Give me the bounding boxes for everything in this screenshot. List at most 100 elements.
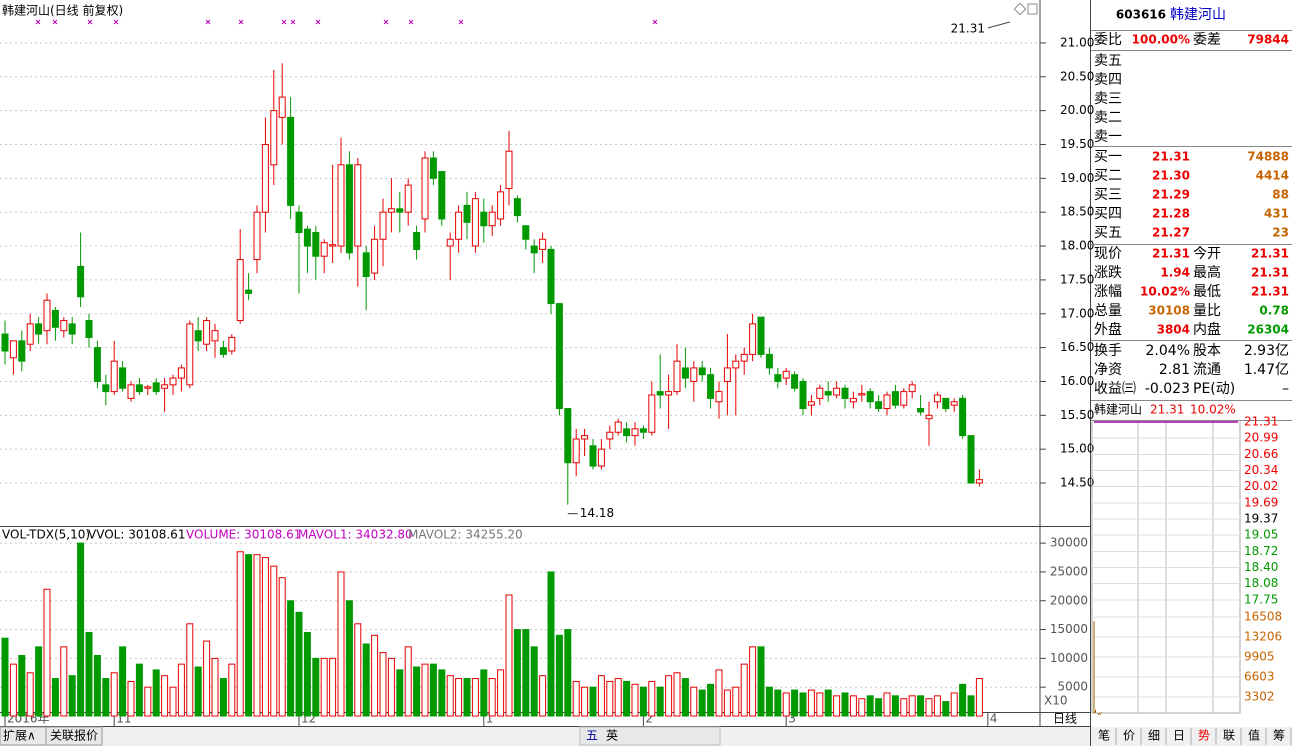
candle-body [337,164,345,247]
y-tick-label: 15000 [1050,622,1088,636]
quote-label: 今开 [1193,246,1221,262]
volume-bar [732,686,740,717]
candle-body [505,150,513,189]
candle-body [522,225,530,240]
quote-value: 23 [1272,226,1289,240]
chart-title: 韩建河山(日线 前复权) [2,3,123,18]
candle-body [119,367,127,389]
volume-bar [782,692,790,717]
candle-body [900,391,908,406]
candle-body [581,435,589,440]
button[interactable]: 日线 [1053,712,1077,726]
volume-bar [102,678,110,717]
y-tick-label: 21.00 [1060,35,1094,49]
tab-label[interactable]: 关联报价 [50,728,98,743]
candle-body [270,110,278,166]
volume-bar [581,686,589,717]
volume-bar [497,669,505,717]
volume-bar [975,678,983,717]
icon[interactable] [1013,2,1027,16]
candle-body [438,171,446,220]
candle-body [639,428,647,433]
y-tick-label: 30000 [1050,536,1088,550]
quote-value: 21.31 [1152,247,1190,261]
indicator-label: VVOL: 30108.61 [88,528,185,542]
volume-bar [740,663,748,717]
candle-body [497,191,505,220]
candle-body [597,448,605,467]
x-tick-label: 4 [990,712,998,726]
y-tick-label: 19.69 [1244,496,1278,510]
marker [113,19,119,25]
quote-label: 最低 [1193,284,1221,300]
quote-value: 2.81 [1159,362,1190,378]
volume-bar [387,657,395,717]
candle-body [236,259,244,322]
icon[interactable] [1027,3,1038,15]
volume-bar [18,654,26,717]
candle-body [228,336,236,352]
intraday-price: 21.31 [1150,403,1184,417]
candle-body [555,303,563,410]
intraday-name: 韩建河山 [1094,402,1142,417]
volume-bar [463,678,471,717]
tab-label[interactable]: 值 [1248,728,1260,743]
toolbar-icon[interactable]: 英 [606,729,618,743]
quote-label: 涨幅 [1094,284,1122,300]
volume-bar [606,680,614,717]
volume-bar [849,695,857,717]
volume-bar [774,689,782,717]
candle-body [93,347,101,382]
volume-bar [858,698,866,717]
candle-body [135,384,143,393]
tab-label[interactable]: 笔 [1098,728,1110,743]
candle-body [782,370,790,379]
tab-label[interactable]: 联 [1223,729,1235,743]
toolbar-icon[interactable]: 五 [586,729,598,743]
quote-value: 2.93亿 [1244,343,1289,359]
candle-body [942,397,950,410]
candle-body [85,320,93,338]
candle-body [295,211,303,233]
volume-bar [530,646,538,717]
volume-bar [959,683,967,717]
tab-label[interactable]: 日 [1173,729,1185,743]
tab-label[interactable]: 扩展∧ [3,729,36,743]
y-tick-label: 18.72 [1244,544,1278,558]
x-tick-label: 1 [486,712,494,726]
marker [290,19,296,25]
volume-bar [900,698,908,717]
candle-body [925,414,933,420]
candle-body [219,347,227,355]
candle-body [60,320,68,332]
candle-body [446,238,454,247]
candle-body [564,408,572,464]
candle-body [110,360,118,393]
tab[interactable] [45,726,103,746]
candle-body [68,323,76,335]
candle-body [665,391,673,396]
volume-bar [631,683,639,717]
candle-body [589,445,597,467]
indicator-label: MAVOL2: 34255.20 [408,528,523,542]
y-tick-label: 21.31 [1244,415,1278,429]
quote-value: 21.28 [1152,207,1190,221]
tab-label[interactable]: 筹 [1273,729,1285,743]
volume-bar [623,680,631,717]
volume-bar [51,678,59,717]
candle-body [320,242,328,257]
quote-value: -0.023 [1145,381,1190,397]
y-tick-label: 6603 [1244,670,1275,684]
candle-body [765,353,773,369]
candle-body [891,391,899,406]
y-tick-label: 20.66 [1244,447,1278,461]
volume-bar [513,629,521,717]
tab-label[interactable]: 势 [1198,729,1210,743]
candle-body [480,211,488,227]
tab-label[interactable]: 细 [1148,729,1160,743]
x-tick-label: 3 [788,712,796,726]
tab-label[interactable]: 价 [1123,729,1135,743]
candle-body [387,208,395,213]
volume-bar [144,686,152,717]
